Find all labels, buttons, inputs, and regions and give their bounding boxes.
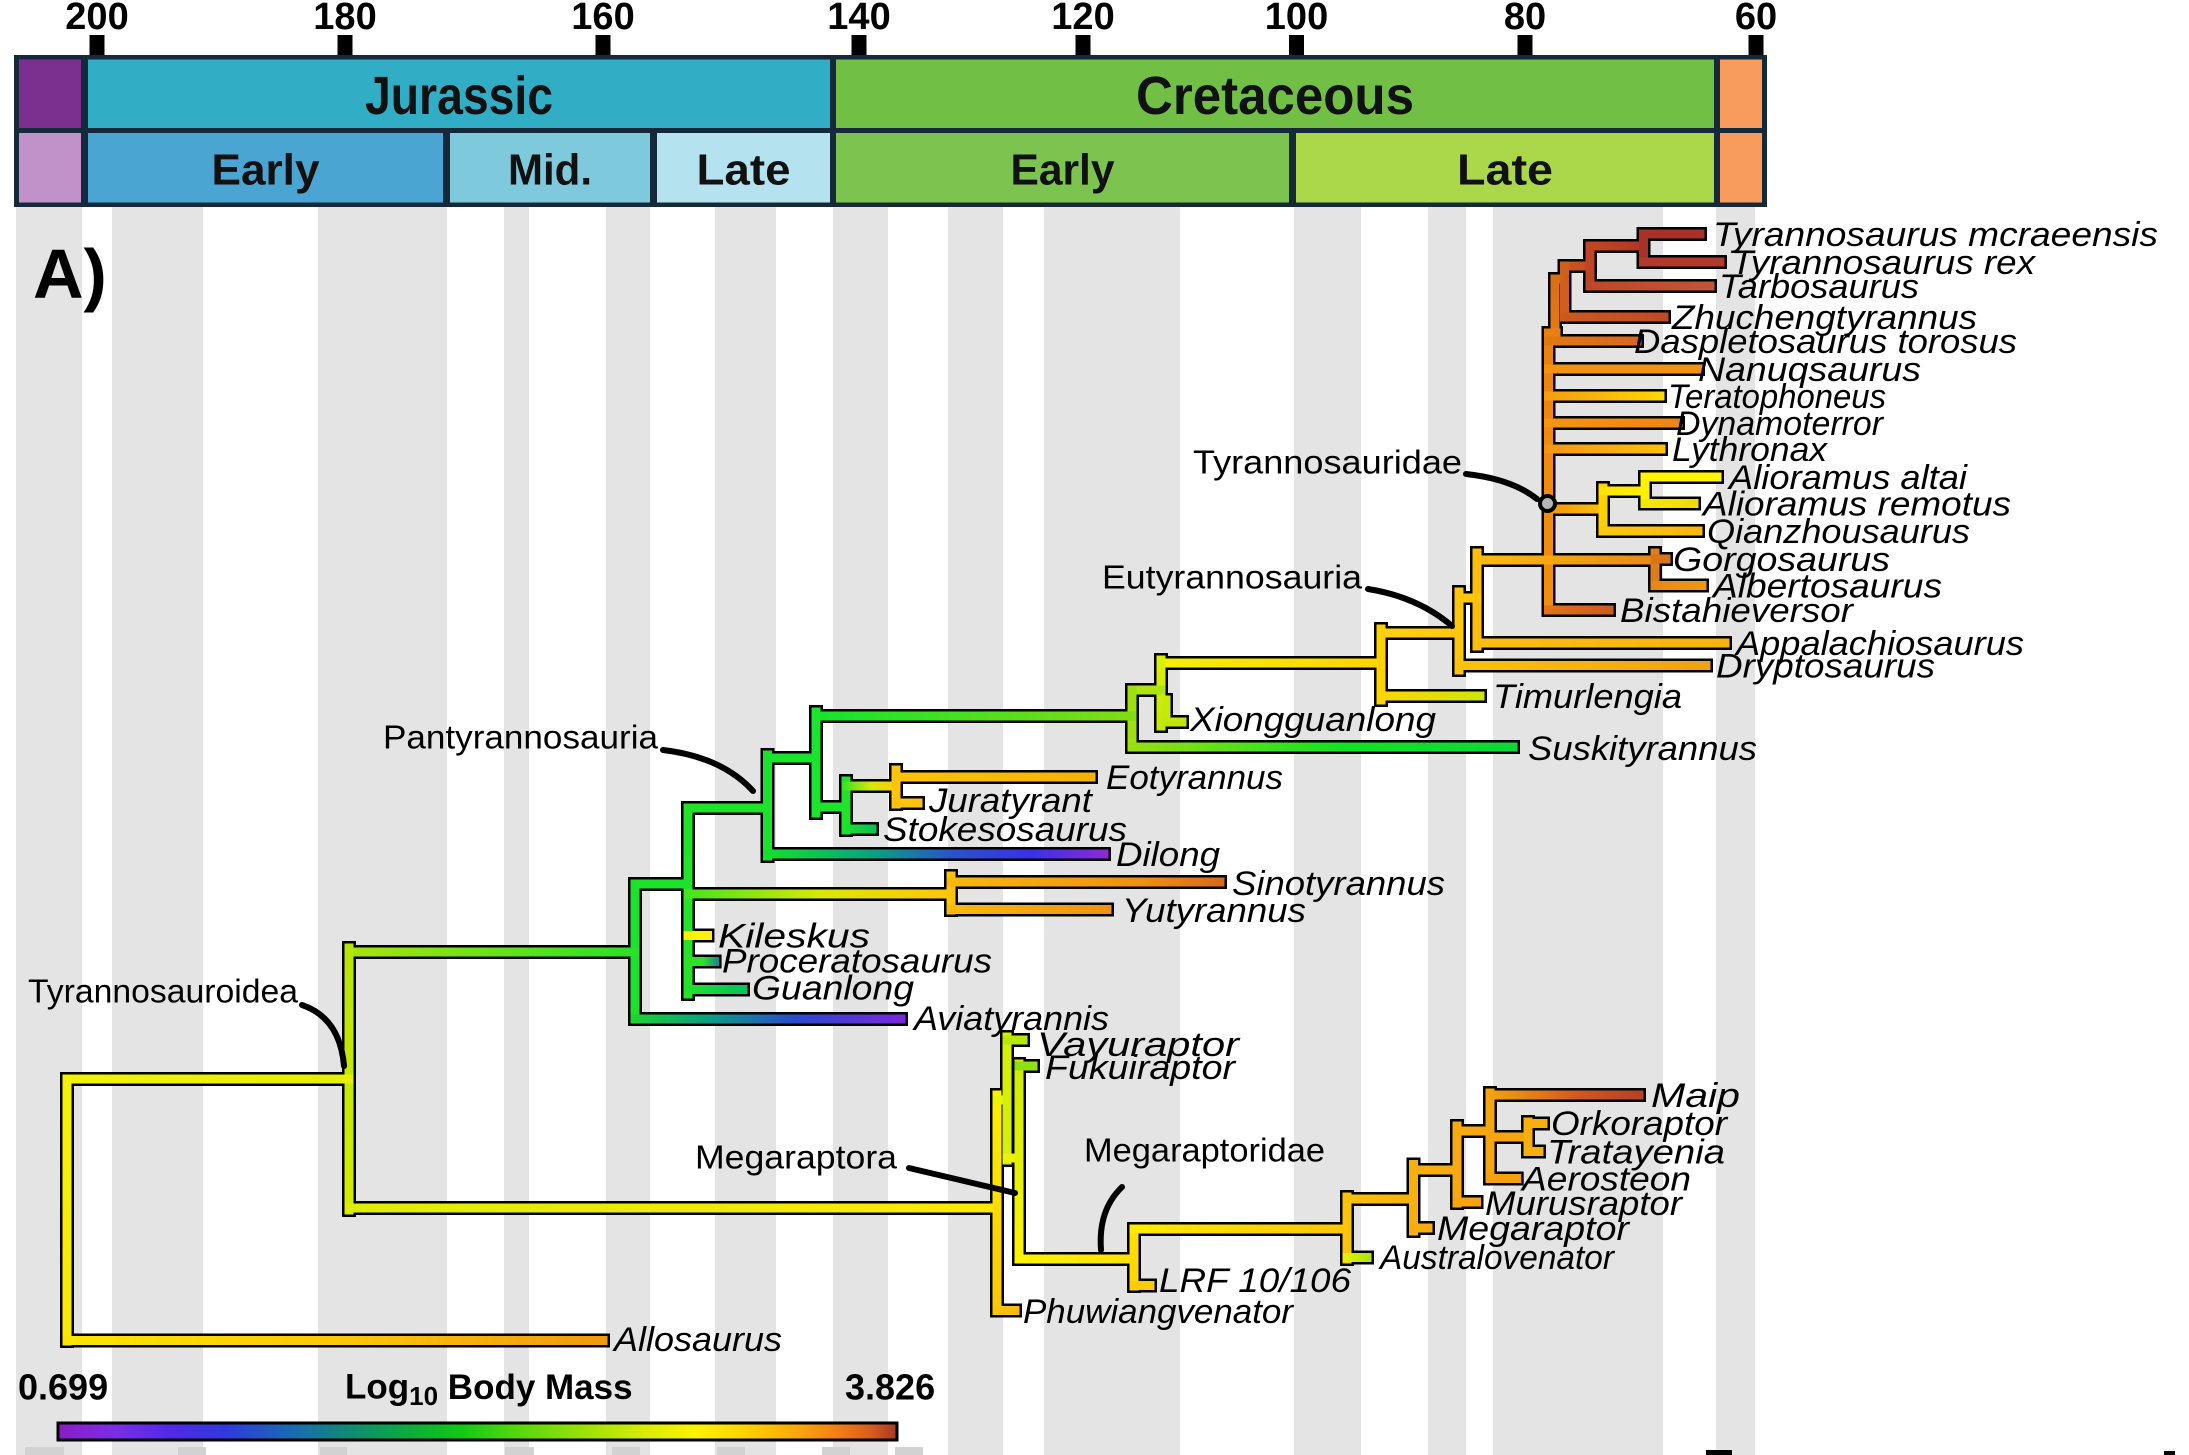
svg-text:Proceratosaurus: Proceratosaurus bbox=[722, 943, 992, 981]
svg-text:Lythronax: Lythronax bbox=[1672, 431, 1828, 469]
svg-text:Teratophoneus: Teratophoneus bbox=[1668, 378, 1886, 416]
svg-text:Log10 Body Mass: Log10 Body Mass bbox=[345, 1368, 633, 1412]
svg-text:Cretaceous: Cretaceous bbox=[1136, 66, 1414, 126]
svg-text:Stokesosaurus: Stokesosaurus bbox=[883, 811, 1127, 849]
svg-text:Late: Late bbox=[1457, 145, 1553, 194]
svg-text:Albertosaurus: Albertosaurus bbox=[1711, 568, 1942, 606]
svg-text:120: 120 bbox=[1051, 0, 1114, 38]
svg-text:Daspletosaurus torosus: Daspletosaurus torosus bbox=[1634, 323, 2017, 361]
svg-text:160: 160 bbox=[571, 0, 634, 38]
svg-text:Tratayenia: Tratayenia bbox=[1547, 1134, 1725, 1172]
svg-text:140: 140 bbox=[827, 0, 890, 38]
svg-text:Dynamoterror: Dynamoterror bbox=[1676, 405, 1885, 443]
svg-text:Eotyrannus: Eotyrannus bbox=[1106, 759, 1283, 797]
svg-text:Sinotyrannus: Sinotyrannus bbox=[1232, 865, 1445, 903]
svg-text:Murusraptor: Murusraptor bbox=[1485, 1185, 1684, 1223]
svg-text:Vayuraptor: Vayuraptor bbox=[1037, 1026, 1241, 1064]
svg-text:Timurlengia: Timurlengia bbox=[1493, 678, 1682, 716]
svg-text:Dryptosaurus: Dryptosaurus bbox=[1716, 648, 1935, 686]
svg-text:Allosaurus: Allosaurus bbox=[612, 1321, 782, 1359]
svg-text:Bistahieversor: Bistahieversor bbox=[1620, 592, 1855, 630]
svg-text:Zhuchengtyrannus: Zhuchengtyrannus bbox=[1671, 299, 1977, 337]
svg-text:0.699: 0.699 bbox=[18, 1367, 108, 1408]
svg-text:3.826: 3.826 bbox=[845, 1367, 935, 1408]
svg-text:Late: Late bbox=[697, 145, 791, 194]
svg-text:Pantyrannosauria: Pantyrannosauria bbox=[383, 719, 659, 756]
svg-text:Tyrannosauroidea: Tyrannosauroidea bbox=[28, 973, 299, 1010]
svg-text:Appalachiosaurus: Appalachiosaurus bbox=[1734, 625, 2024, 663]
svg-text:Alioramus altai: Alioramus altai bbox=[1727, 459, 1969, 497]
svg-text:100: 100 bbox=[1265, 0, 1328, 38]
svg-text:Phuwiangvenator: Phuwiangvenator bbox=[1023, 1293, 1295, 1331]
svg-text:Dilong: Dilong bbox=[1116, 836, 1220, 874]
svg-text:Aerosteon: Aerosteon bbox=[1520, 1161, 1691, 1199]
svg-text:Maip: Maip bbox=[1651, 1077, 1740, 1115]
svg-text:200: 200 bbox=[65, 0, 128, 38]
svg-text:Tyrannosaurus mcraeensis: Tyrannosaurus mcraeensis bbox=[1713, 216, 2158, 254]
svg-text:Qianzhousaurus: Qianzhousaurus bbox=[1707, 513, 1970, 551]
svg-text:Nanuqsaurus: Nanuqsaurus bbox=[1698, 351, 1921, 389]
svg-text:Megaraptor: Megaraptor bbox=[1437, 1210, 1631, 1248]
svg-text:Tarbosaurus: Tarbosaurus bbox=[1719, 268, 1919, 306]
svg-text:Megaraptoridae: Megaraptoridae bbox=[1084, 1132, 1325, 1169]
svg-text:Australovenator: Australovenator bbox=[1378, 1239, 1616, 1277]
svg-text:Juratyrant: Juratyrant bbox=[928, 782, 1094, 820]
svg-text:Orkoraptor: Orkoraptor bbox=[1551, 1105, 1729, 1143]
svg-text:Early: Early bbox=[1011, 145, 1116, 194]
svg-text:Early: Early bbox=[212, 145, 321, 194]
svg-text:Xiongguanlong: Xiongguanlong bbox=[1189, 701, 1436, 739]
svg-text:Alioramus remotus: Alioramus remotus bbox=[1701, 486, 2011, 524]
svg-text:Yutyrannus: Yutyrannus bbox=[1122, 892, 1306, 930]
svg-text:Eutyrannosauria: Eutyrannosauria bbox=[1102, 559, 1363, 596]
svg-text:Tyrannosaurus rex: Tyrannosaurus rex bbox=[1731, 244, 2036, 282]
svg-text:60: 60 bbox=[1735, 0, 1777, 38]
svg-text:A): A) bbox=[33, 235, 107, 313]
svg-text:Gorgosaurus: Gorgosaurus bbox=[1673, 541, 1890, 579]
svg-text:Mid.: Mid. bbox=[508, 145, 592, 194]
svg-text:Fukuiraptor: Fukuiraptor bbox=[1045, 1049, 1237, 1087]
svg-text:Jurassic: Jurassic bbox=[365, 66, 553, 126]
svg-text:Suskityrannus: Suskityrannus bbox=[1528, 730, 1757, 768]
svg-text:LRF 10/106: LRF 10/106 bbox=[1159, 1262, 1351, 1300]
svg-text:Aviatyrannis: Aviatyrannis bbox=[912, 1000, 1109, 1038]
svg-text:180: 180 bbox=[313, 0, 376, 38]
svg-text:Kileskus: Kileskus bbox=[718, 918, 870, 956]
svg-text:Megaraptora: Megaraptora bbox=[695, 1139, 898, 1176]
svg-text:Tyrannosauridae: Tyrannosauridae bbox=[1193, 444, 1462, 481]
svg-text:Guanlong: Guanlong bbox=[752, 970, 914, 1008]
svg-text:80: 80 bbox=[1504, 0, 1546, 38]
